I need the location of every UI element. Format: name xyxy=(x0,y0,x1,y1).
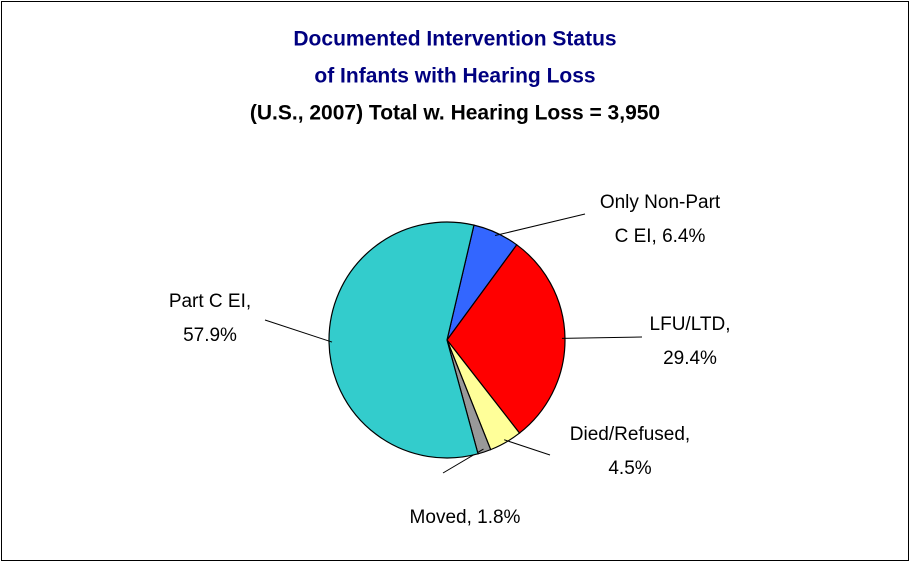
chart-title: Documented Intervention Status xyxy=(293,28,616,51)
leader-line xyxy=(504,439,551,456)
leader-line xyxy=(561,336,643,339)
leader-line xyxy=(494,213,586,237)
data-label: 57.9% xyxy=(183,325,237,346)
leader-line xyxy=(264,319,333,343)
pie-slice xyxy=(328,221,479,459)
chart-subtitle: (U.S., 2007) Total w. Hearing Loss = 3,9… xyxy=(250,102,660,125)
chart-title: of Infants with Hearing Loss xyxy=(314,65,595,88)
data-label: C EI, 6.4% xyxy=(615,226,706,247)
data-label: Died/Refused, xyxy=(570,424,690,445)
data-label: LFU/LTD, xyxy=(650,314,731,335)
data-label: 29.4% xyxy=(663,348,717,369)
data-label: Only Non-Part xyxy=(600,192,721,213)
data-label: Part C EI, xyxy=(169,291,251,312)
data-label: 4.5% xyxy=(608,458,651,479)
data-label: Moved, 1.8% xyxy=(410,507,521,528)
